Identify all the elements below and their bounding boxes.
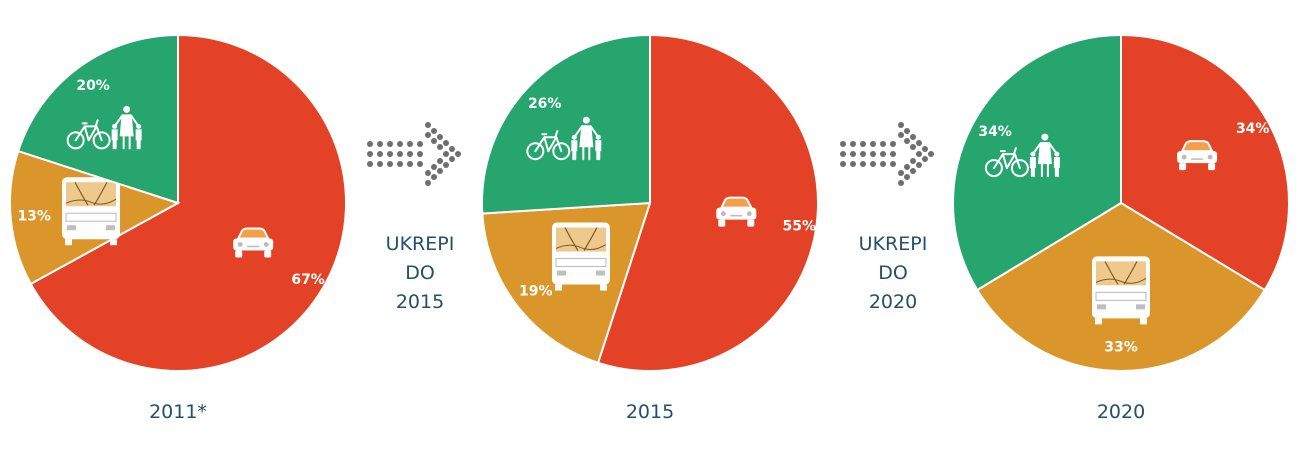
pedestrian-child-icon xyxy=(111,123,118,150)
bicycle-pedestrians-icon xyxy=(526,116,602,161)
transition-label-line: UKREPI xyxy=(859,233,928,255)
dotted-arrow-icon xyxy=(840,122,934,186)
bicycle-icon xyxy=(984,147,1029,178)
pie-slice-cycling-walking xyxy=(16,33,179,205)
pie-slice-cycling-walking xyxy=(952,33,1122,292)
pie-label-car: 34% xyxy=(1236,121,1270,137)
pie-label-cycling-walking: 20% xyxy=(76,78,110,94)
pedestrian-child-icon xyxy=(1053,151,1060,178)
transition-label-line: UKREPI xyxy=(386,233,455,255)
pie-label-public-transport: 13% xyxy=(17,209,51,225)
transition-label-line: DO xyxy=(405,262,435,284)
bus-icon xyxy=(1092,256,1150,325)
pie-label-car: 55% xyxy=(783,219,817,235)
pedestrian-child-icon xyxy=(571,134,578,161)
dotted-arrow-icon xyxy=(367,122,461,186)
pie-chart: 34% 33% 34% xyxy=(952,33,1290,373)
pie-slice-car xyxy=(29,33,347,372)
pie-label-cycling-walking: 34% xyxy=(978,124,1012,140)
transition-label-line: DO xyxy=(878,262,908,284)
pedestrian-adult-icon xyxy=(113,105,140,150)
transition-label-line: 2020 xyxy=(869,291,917,313)
pie-label-cycling-walking: 26% xyxy=(528,96,562,112)
bicycle-pedestrians-icon xyxy=(66,105,142,150)
pedestrian-child-icon xyxy=(135,123,142,150)
bus-icon xyxy=(62,177,121,246)
year-label: 2015 xyxy=(626,401,674,423)
pie-label-public-transport: 19% xyxy=(519,284,553,300)
transition: UKREPI DO 2015 xyxy=(367,122,461,313)
pie-chart: 67% 13% 20% xyxy=(9,33,347,372)
transition: UKREPI DO 2020 xyxy=(840,122,934,313)
year-label: 2011* xyxy=(149,401,207,423)
transition-label-line: 2015 xyxy=(396,291,444,313)
pedestrian-adult-icon xyxy=(1031,133,1058,178)
pedestrian-child-icon xyxy=(1029,151,1036,178)
pie-slice-cycling-walking xyxy=(480,33,651,215)
pie-slice-car xyxy=(596,33,819,372)
bicycle-icon xyxy=(526,130,571,161)
year-label: 2020 xyxy=(1097,401,1145,423)
pedestrian-adult-icon xyxy=(573,116,600,161)
pie-label-car: 67% xyxy=(291,272,325,288)
car-icon xyxy=(716,196,757,227)
pedestrian-child-icon xyxy=(595,134,602,161)
bicycle-icon xyxy=(66,119,111,150)
bus-icon xyxy=(551,222,610,291)
pie-chart: 55% 19% 26% xyxy=(480,33,819,372)
pie-label-public-transport: 33% xyxy=(1104,340,1138,356)
car-icon xyxy=(1177,140,1218,171)
bicycle-pedestrians-icon xyxy=(984,133,1060,178)
car-icon xyxy=(233,227,274,258)
